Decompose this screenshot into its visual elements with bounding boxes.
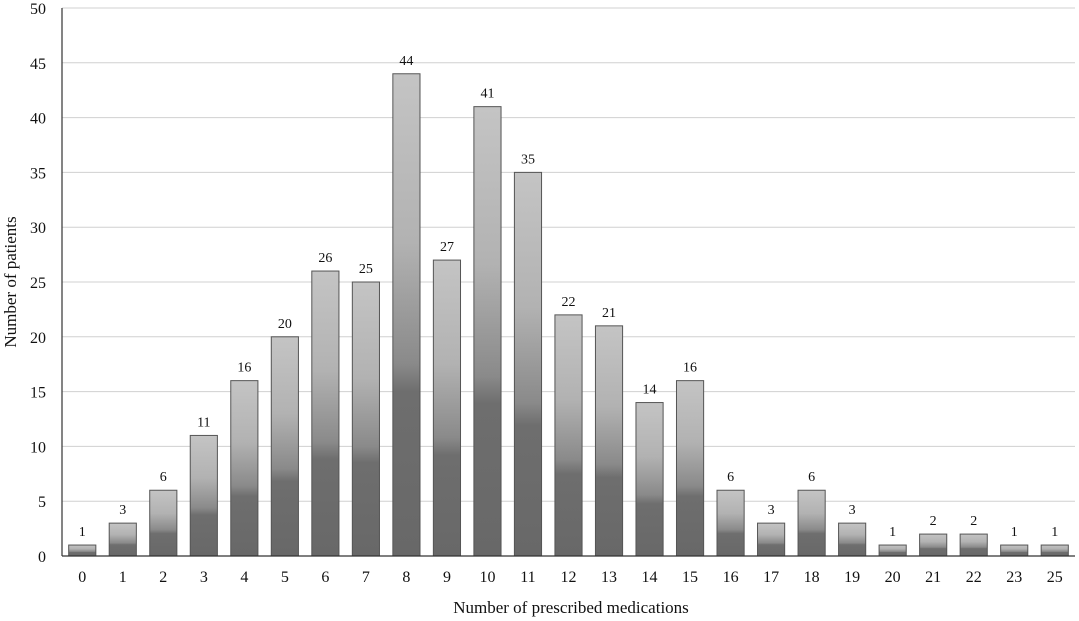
- x-tick-label: 18: [804, 569, 820, 586]
- x-tick-label: 16: [723, 569, 739, 586]
- x-tick-label: 20: [885, 569, 901, 586]
- data-label: 6: [160, 470, 167, 485]
- data-label: 16: [683, 361, 697, 376]
- data-label: 6: [808, 470, 815, 485]
- bar: [635, 402, 664, 557]
- bar: [554, 314, 583, 557]
- data-label: 3: [119, 503, 126, 518]
- y-tick-label: 25: [30, 275, 46, 292]
- data-label: 3: [768, 503, 775, 518]
- data-label: 6: [727, 470, 734, 485]
- x-tick-label: 8: [402, 569, 410, 586]
- y-tick-label: 40: [30, 111, 46, 128]
- y-tick-label: 50: [30, 1, 46, 18]
- x-tick-label: 14: [642, 569, 658, 586]
- x-tick-label: 7: [362, 569, 370, 586]
- x-tick-label: 4: [240, 569, 248, 586]
- x-tick-label: 23: [1006, 569, 1022, 586]
- bar: [757, 522, 786, 557]
- bar: [473, 106, 502, 557]
- bar: [1000, 544, 1029, 557]
- data-label: 2: [930, 514, 937, 529]
- bar: [716, 489, 745, 557]
- y-tick-label: 0: [38, 549, 46, 566]
- bar: [270, 336, 299, 557]
- bar: [959, 533, 988, 557]
- bar: [311, 270, 340, 557]
- bar: [878, 544, 907, 557]
- bar: [230, 380, 259, 557]
- data-label: 3: [849, 503, 856, 518]
- x-tick-label: 9: [443, 569, 451, 586]
- y-tick-label: 5: [38, 494, 46, 511]
- bar: [189, 434, 218, 557]
- data-label: 22: [562, 295, 576, 310]
- data-label: 21: [602, 306, 616, 321]
- x-tick-label: 12: [561, 569, 577, 586]
- x-axis-title: Number of prescribed medications: [453, 598, 689, 617]
- bars: [68, 73, 1069, 557]
- x-tick-label: 13: [601, 569, 617, 586]
- bar: [797, 489, 826, 557]
- bar: [432, 259, 462, 557]
- data-label: 1: [79, 525, 86, 540]
- bar: [351, 281, 380, 557]
- data-label: 44: [399, 54, 413, 69]
- x-tick-label: 1: [119, 569, 127, 586]
- bar: [149, 489, 178, 557]
- x-tick-label: 10: [479, 569, 495, 586]
- bar: [513, 171, 543, 557]
- data-label: 14: [643, 383, 657, 398]
- x-tick-label: 22: [966, 569, 982, 586]
- x-tick-label: 0: [78, 569, 86, 586]
- bar: [392, 73, 421, 557]
- data-label: 41: [480, 87, 494, 102]
- bar: [838, 522, 867, 557]
- data-label: 1: [889, 525, 896, 540]
- y-axis-title: Number of patients: [1, 216, 20, 347]
- data-label: 27: [440, 240, 454, 255]
- x-tick-label: 25: [1047, 569, 1063, 586]
- y-tick-label: 45: [30, 56, 46, 73]
- x-tick-label: 17: [763, 569, 779, 586]
- bar: [594, 325, 624, 557]
- x-tick-label: 2: [159, 569, 167, 586]
- data-label: 1: [1051, 525, 1058, 540]
- y-tick-label: 15: [30, 385, 46, 402]
- data-label: 16: [237, 361, 251, 376]
- x-tick-label: 21: [925, 569, 941, 586]
- data-label: 1: [1011, 525, 1018, 540]
- data-label: 2: [970, 514, 977, 529]
- y-tick-label: 30: [30, 220, 46, 237]
- y-tick-label: 20: [30, 330, 46, 347]
- bar: [68, 544, 97, 557]
- x-tick-label: 6: [321, 569, 329, 586]
- x-tick-label: 3: [200, 569, 208, 586]
- x-tick-label: 15: [682, 569, 698, 586]
- bar: [919, 533, 948, 557]
- y-tick-label: 10: [30, 439, 46, 456]
- x-tick-label: 5: [281, 569, 289, 586]
- bar: [108, 522, 137, 557]
- x-tick-label: 19: [844, 569, 860, 586]
- data-label: 11: [197, 415, 210, 430]
- data-label: 35: [521, 152, 535, 167]
- data-label: 26: [318, 251, 332, 266]
- y-tick-label: 35: [30, 165, 46, 182]
- data-label: 20: [278, 317, 292, 332]
- data-label: 25: [359, 262, 373, 277]
- x-tick-label: 11: [520, 569, 535, 586]
- bar: [1040, 544, 1069, 557]
- bar: [675, 380, 705, 557]
